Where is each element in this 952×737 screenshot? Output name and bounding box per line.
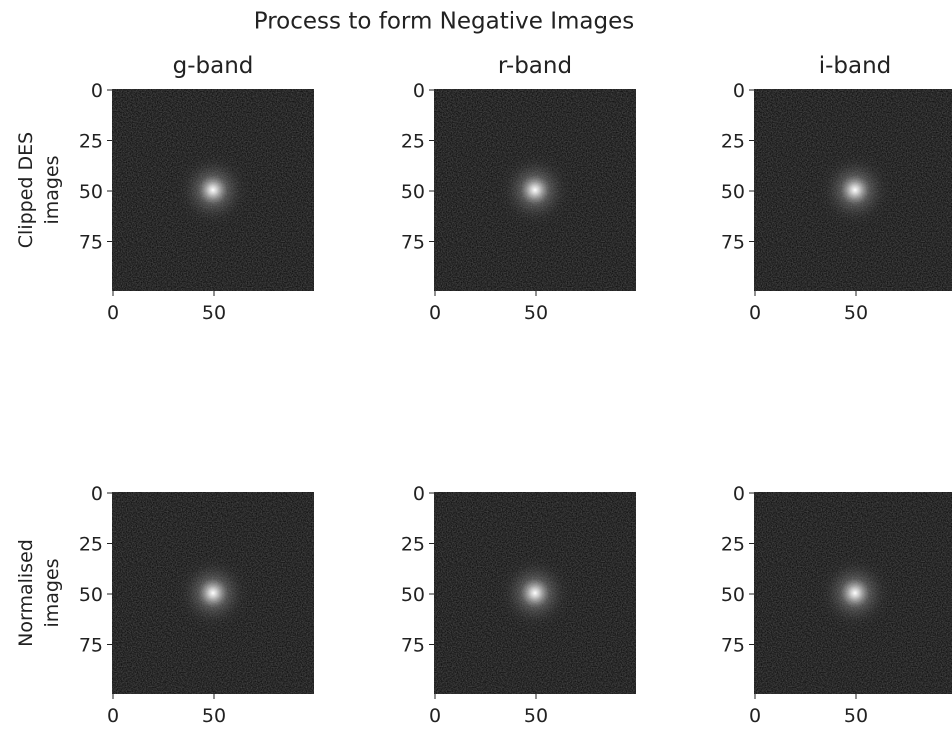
subplot-title: i-band: [819, 53, 892, 79]
y-tick-label: 0: [733, 80, 745, 102]
y-tick-label: 75: [79, 635, 103, 657]
image-axes: 0 50 0 25 50 75 r-band: [401, 53, 636, 324]
y-tick-label: 25: [79, 131, 103, 153]
x-tick-label: 50: [524, 705, 548, 727]
y-axis-label: Clipped DES: [15, 132, 37, 248]
x-tick-label: 0: [749, 302, 761, 324]
subplot-title: r-band: [498, 53, 572, 79]
y-tick-label: 0: [733, 483, 745, 505]
y-tick-label: 75: [721, 635, 745, 657]
source-glow: [493, 148, 577, 232]
source-glow: [813, 148, 897, 232]
y-tick-label: 75: [401, 635, 425, 657]
y-tick-label: 25: [721, 131, 745, 153]
image-axes: 0 50 0 25 50 75 i-band: [721, 53, 952, 324]
y-tick-label: 0: [413, 80, 425, 102]
x-tick-label: 50: [202, 302, 226, 324]
y-tick-label: 50: [79, 584, 103, 606]
image-axes: 0 50 0 25 50 75: [401, 483, 636, 727]
x-tick-label: 50: [844, 302, 868, 324]
x-tick-label: 0: [429, 302, 441, 324]
subplot-title: g-band: [173, 53, 254, 79]
y-tick-label: 0: [413, 483, 425, 505]
x-tick-label: 50: [524, 302, 548, 324]
source-glow: [171, 148, 255, 232]
source-glow: [171, 551, 255, 635]
y-tick-label: 50: [721, 584, 745, 606]
y-tick-label: 25: [401, 534, 425, 556]
y-tick-label: 75: [79, 232, 103, 254]
y-axis-label: Normalised: [15, 539, 37, 647]
y-tick-label: 50: [79, 181, 103, 203]
y-axis-label: images: [41, 558, 63, 627]
y-tick-label: 50: [401, 584, 425, 606]
figure-title: Process to form Negative Images: [254, 9, 634, 35]
y-tick-label: 0: [91, 80, 103, 102]
x-tick-label: 0: [107, 302, 119, 324]
y-axis-label: images: [41, 155, 63, 224]
x-tick-label: 0: [429, 705, 441, 727]
x-tick-label: 50: [844, 705, 868, 727]
y-tick-label: 25: [79, 534, 103, 556]
y-tick-label: 25: [401, 131, 425, 153]
y-tick-label: 50: [721, 181, 745, 203]
y-tick-label: 25: [721, 534, 745, 556]
x-tick-label: 0: [749, 705, 761, 727]
x-tick-label: 0: [107, 705, 119, 727]
x-tick-label: 50: [202, 705, 226, 727]
source-glow: [813, 551, 897, 635]
y-tick-label: 75: [401, 232, 425, 254]
y-tick-label: 0: [91, 483, 103, 505]
figure: Process to form Negative Images 0 50 0 25 50…: [0, 0, 952, 737]
source-glow: [493, 551, 577, 635]
image-axes: 0 50 0 25 50 75: [721, 483, 952, 727]
y-tick-label: 50: [401, 181, 425, 203]
y-tick-label: 75: [721, 232, 745, 254]
